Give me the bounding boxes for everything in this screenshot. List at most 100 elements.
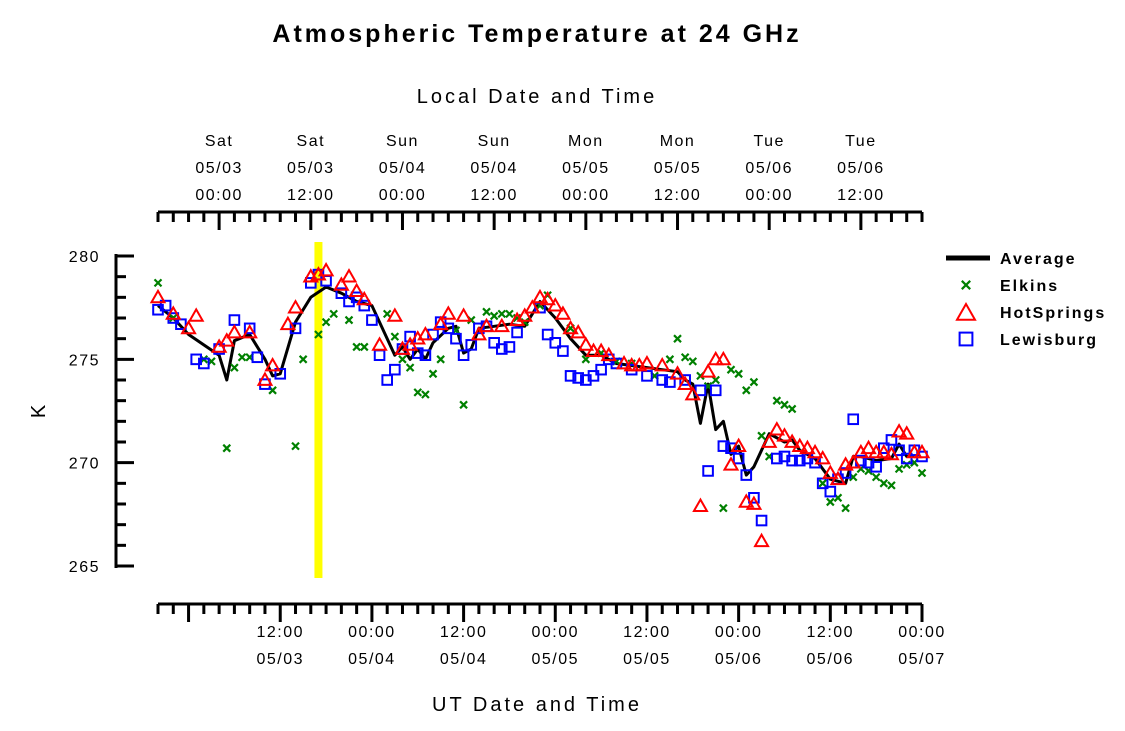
hotsprings-point (715, 350, 732, 366)
lewisburg-point (159, 299, 172, 312)
lewisburg-point (198, 357, 210, 370)
x-tick-label: 00:00 (715, 624, 763, 641)
hotsprings-point (883, 445, 900, 461)
elkins-point (421, 390, 430, 399)
elkins-point (291, 441, 300, 451)
lewisburg-point (335, 287, 348, 299)
hotsprings-point (310, 266, 327, 281)
elkins-point (314, 330, 323, 339)
top-tick-label-time: 00:00 (379, 187, 427, 204)
elkins-point (497, 309, 507, 319)
hotsprings-point (722, 456, 740, 471)
hotsprings-point (829, 470, 847, 486)
hotsprings-point (791, 437, 808, 453)
hotsprings-point (432, 315, 449, 331)
series-layer (149, 261, 931, 548)
hotsprings-point (768, 421, 786, 436)
lewisburg-point (702, 465, 714, 477)
hotsprings-point (913, 443, 931, 459)
hotsprings-point (654, 357, 671, 372)
elkins-point (787, 404, 797, 414)
legend-swatch-lewisburg (958, 331, 974, 347)
elkins-point (887, 481, 896, 490)
top-tick-label-time: 00:00 (195, 187, 243, 204)
top-tick-label-date: 05/04 (379, 160, 427, 177)
lewisburg-point (228, 314, 241, 326)
hotsprings-point (822, 464, 839, 479)
lewisburg-point (411, 347, 424, 359)
elkins-point (230, 363, 239, 372)
hotsprings-point (440, 305, 457, 320)
x-tick-label: 12:00 (623, 624, 671, 641)
elkins-point (757, 431, 766, 441)
elkins-point (688, 357, 698, 366)
hotsprings-point (760, 433, 778, 448)
hotsprings-point (516, 307, 533, 322)
elkins-point (581, 355, 591, 364)
lewisburg-point (656, 374, 669, 386)
x-tick-label: 05/03 (256, 651, 304, 668)
lewisburg-point (717, 440, 730, 452)
hotsprings-point (745, 495, 763, 510)
axes: 265 270 275 280 12:00 05/03 00:00 05/04 12:00 05/… (69, 133, 944, 668)
lewisburg-point (793, 454, 806, 467)
top-tick-label-time: 12:00 (837, 187, 885, 204)
legend-swatch-hotsprings (955, 301, 977, 321)
hotsprings-point (180, 319, 197, 335)
average-line (157, 285, 915, 485)
elkins-point (390, 332, 400, 341)
elkins-point (222, 443, 232, 453)
elkins-point (818, 479, 827, 488)
hotsprings-point (226, 323, 243, 339)
lewisburg-point (496, 343, 508, 355)
hotsprings-point (890, 423, 908, 438)
top-tick-label-day: Sat (297, 133, 326, 150)
hotsprings-point (386, 307, 404, 322)
elkins-point (153, 278, 163, 288)
x-tick-label: 05/05 (623, 651, 671, 668)
legend-label-lewisburg: Lewisburg (1000, 332, 1098, 349)
hotsprings-point (493, 317, 511, 333)
hotsprings-point (875, 443, 893, 459)
x-tick-label: 05/06 (807, 651, 855, 668)
hotsprings-point (508, 311, 526, 326)
elkins-point (382, 309, 392, 319)
hotsprings-point (279, 315, 297, 331)
hotsprings-point (554, 305, 572, 320)
x-tick-label: 12:00 (440, 624, 488, 641)
lewisburg-point (473, 322, 485, 335)
hotsprings-point (753, 532, 770, 548)
lewisburg-point (732, 452, 745, 465)
elkins-point (711, 375, 720, 385)
legend-label-hotsprings: HotSprings (1000, 305, 1106, 322)
elkins-point (298, 355, 308, 364)
lewisburg-point (274, 368, 287, 380)
hotsprings-point (638, 354, 656, 370)
lewisburg-point (595, 363, 607, 376)
top-tick-label-date: 05/03 (195, 160, 243, 177)
hotsprings-point (699, 363, 717, 378)
elkins-point (352, 342, 361, 352)
top-tick-label-date: 05/03 (287, 160, 335, 177)
hotsprings-point (348, 282, 365, 298)
series-lewisburg (152, 268, 928, 527)
lewisburg-point (450, 332, 462, 345)
hotsprings-point (187, 307, 205, 322)
hotsprings-point (470, 326, 488, 341)
lewisburg-point (587, 370, 600, 382)
lewisburg-point (511, 326, 523, 339)
top-tick-label-day: Mon (660, 133, 696, 150)
series-hotsprings (149, 261, 931, 548)
lewisburg-point (572, 372, 585, 384)
hotsprings-point (356, 290, 373, 306)
hotsprings-point (417, 326, 434, 341)
elkins-point (726, 365, 736, 374)
legend-swatch-elkins (961, 280, 971, 290)
lewisburg-point (748, 492, 760, 504)
top-tick-label-day: Mon (568, 133, 604, 150)
elkins-point (505, 309, 514, 319)
hotsprings-point (333, 276, 350, 291)
x-tick-label: 05/04 (440, 651, 488, 668)
elkins-point (902, 460, 911, 470)
